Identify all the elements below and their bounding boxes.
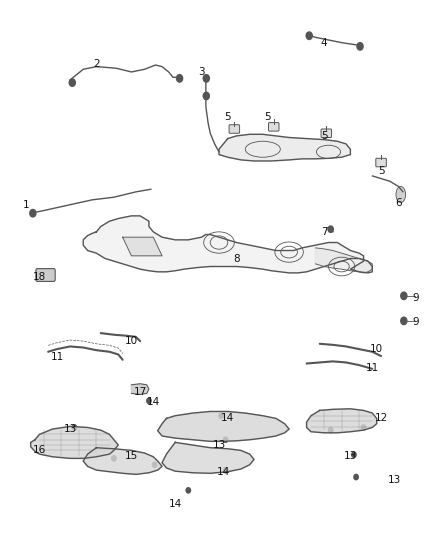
Text: 13: 13 — [344, 451, 357, 461]
Circle shape — [72, 425, 77, 430]
Text: 5: 5 — [264, 112, 271, 122]
Circle shape — [186, 488, 191, 493]
Polygon shape — [307, 409, 377, 433]
Text: 10: 10 — [370, 344, 383, 354]
Polygon shape — [31, 426, 118, 458]
Circle shape — [69, 79, 75, 86]
Text: 13: 13 — [212, 440, 226, 450]
Polygon shape — [158, 411, 289, 441]
Text: 6: 6 — [395, 198, 402, 207]
Text: 1: 1 — [23, 200, 30, 210]
FancyBboxPatch shape — [268, 123, 279, 131]
Text: 14: 14 — [169, 499, 182, 508]
Text: 14: 14 — [217, 467, 230, 477]
Circle shape — [223, 467, 228, 473]
Circle shape — [112, 456, 116, 461]
Text: 11: 11 — [366, 363, 379, 373]
Text: 4: 4 — [321, 38, 328, 47]
Text: 17: 17 — [134, 387, 147, 397]
Circle shape — [306, 32, 312, 39]
Circle shape — [401, 317, 407, 325]
FancyBboxPatch shape — [36, 269, 55, 281]
Circle shape — [361, 425, 366, 430]
Text: 9: 9 — [413, 294, 420, 303]
Text: 15: 15 — [125, 451, 138, 461]
FancyBboxPatch shape — [321, 129, 332, 138]
Circle shape — [219, 413, 223, 418]
Circle shape — [328, 427, 333, 433]
Text: 9: 9 — [413, 318, 420, 327]
Circle shape — [152, 462, 157, 467]
FancyBboxPatch shape — [376, 158, 386, 167]
Polygon shape — [219, 134, 350, 161]
Text: 5: 5 — [321, 131, 328, 141]
Text: 8: 8 — [233, 254, 240, 263]
Circle shape — [30, 209, 36, 217]
Polygon shape — [315, 248, 372, 273]
Text: 16: 16 — [33, 446, 46, 455]
FancyBboxPatch shape — [229, 125, 240, 133]
Polygon shape — [83, 216, 372, 273]
Text: 5: 5 — [378, 166, 385, 175]
Text: 10: 10 — [125, 336, 138, 346]
Polygon shape — [131, 384, 149, 394]
Circle shape — [147, 398, 151, 403]
Text: 14: 14 — [221, 414, 234, 423]
Text: 3: 3 — [198, 67, 205, 77]
Circle shape — [357, 43, 363, 50]
Circle shape — [401, 292, 407, 300]
Text: 11: 11 — [50, 352, 64, 362]
Circle shape — [203, 75, 209, 82]
Text: 12: 12 — [374, 414, 388, 423]
Polygon shape — [162, 442, 254, 473]
Circle shape — [177, 75, 183, 82]
Circle shape — [352, 452, 356, 457]
Polygon shape — [123, 237, 162, 256]
Circle shape — [328, 226, 333, 232]
Ellipse shape — [396, 187, 406, 203]
Text: 18: 18 — [33, 272, 46, 282]
Circle shape — [203, 92, 209, 100]
Text: 7: 7 — [321, 227, 328, 237]
Text: 2: 2 — [93, 59, 100, 69]
Text: 5: 5 — [224, 112, 231, 122]
Circle shape — [354, 474, 358, 480]
Text: 13: 13 — [388, 475, 401, 484]
Text: 13: 13 — [64, 424, 77, 434]
Polygon shape — [83, 448, 162, 474]
Text: 14: 14 — [147, 398, 160, 407]
Circle shape — [223, 437, 228, 442]
